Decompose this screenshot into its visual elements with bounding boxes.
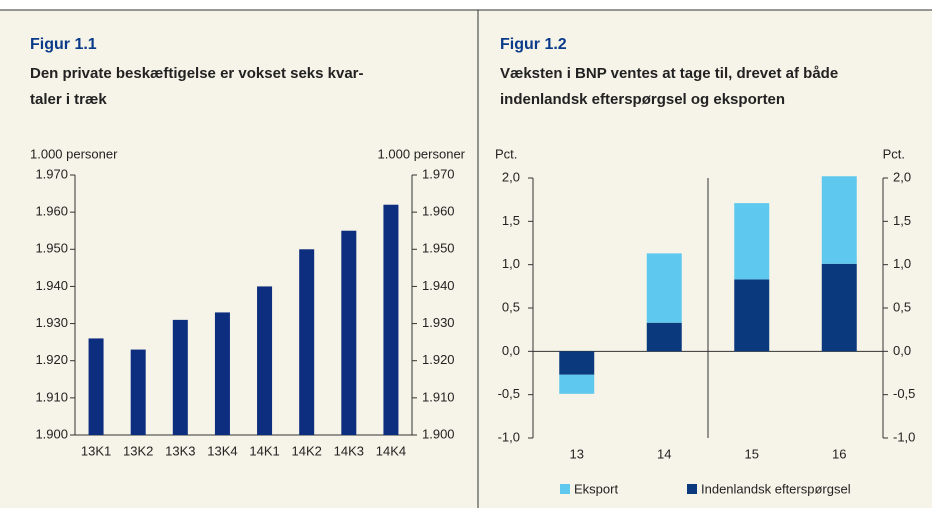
y-tick-label: 1,0: [502, 256, 520, 271]
y-tick-label: 2,0: [502, 169, 520, 184]
bar-segment: [734, 279, 770, 352]
x-tick-label: 13: [570, 446, 584, 461]
bar: [257, 286, 273, 435]
x-tick-label: 13K4: [207, 443, 237, 458]
figure-subtitle: indenlandsk efterspørgsel og eksporten: [500, 91, 785, 108]
bar-segment: [559, 374, 595, 394]
x-tick-label: 14K1: [249, 443, 279, 458]
y2-tick-label: 1,5: [893, 213, 911, 228]
y-tick-label: 1.970: [35, 166, 68, 181]
legend-label: Eksport: [574, 481, 618, 496]
y2-tick-label: 1.950: [422, 241, 455, 256]
y-tick-label: 0,0: [502, 343, 520, 358]
y2-tick-label: 1.930: [422, 315, 455, 330]
x-tick-label: 14: [657, 446, 671, 461]
x-tick-label: 14K4: [376, 443, 406, 458]
bar: [383, 204, 399, 435]
y-tick-label: 0,5: [502, 299, 520, 314]
bar-segment: [821, 176, 857, 264]
bar: [130, 349, 146, 435]
bar-segment: [559, 351, 595, 375]
y-tick-label: 1.930: [35, 315, 68, 330]
y-tick-label: -0,5: [498, 386, 520, 401]
figure-title: Figur 1.1: [30, 36, 97, 53]
y-tick-label: 1.960: [35, 204, 68, 219]
y2-tick-label: -0,5: [893, 386, 915, 401]
y-tick-label: 1.950: [35, 241, 68, 256]
y2-tick-label: 1.970: [422, 166, 455, 181]
x-tick-label: 14K3: [334, 443, 364, 458]
bar-segment: [646, 253, 682, 323]
x-tick-label: 14K2: [292, 443, 322, 458]
y2-tick-label: 1.940: [422, 278, 455, 293]
y2-tick-label: 1,0: [893, 256, 911, 271]
bar: [341, 230, 357, 435]
x-tick-label: 13K2: [123, 443, 153, 458]
figure-subtitle: Væksten i BNP ventes at tage til, drevet…: [500, 65, 838, 82]
y2-tick-label: 1.920: [422, 352, 455, 367]
y2-tick-label: 2,0: [893, 169, 911, 184]
y-tick-label: 1.940: [35, 278, 68, 293]
bar: [299, 249, 315, 435]
background: [0, 10, 932, 508]
x-tick-label: 15: [745, 446, 759, 461]
bar-segment: [821, 263, 857, 352]
bar-segment: [734, 203, 770, 280]
y2-tick-label: 0,0: [893, 343, 911, 358]
y2-axis-label: 1.000 personer: [378, 146, 466, 161]
y-tick-label: 1,5: [502, 213, 520, 228]
y-tick-label: 1.920: [35, 352, 68, 367]
y-tick-label: -1,0: [498, 429, 520, 444]
y2-tick-label: 0,5: [893, 299, 911, 314]
y-axis-label: Pct.: [495, 146, 517, 161]
x-tick-label: 16: [832, 446, 846, 461]
y-axis-label: 1.000 personer: [30, 146, 118, 161]
legend-label: Indenlandsk efterspørgsel: [701, 481, 851, 496]
y2-tick-label: 1.900: [422, 426, 455, 441]
y-tick-label: 1.900: [35, 426, 68, 441]
legend-swatch: [560, 484, 570, 494]
legend-swatch: [687, 484, 697, 494]
y-tick-label: 1.910: [35, 389, 68, 404]
x-tick-label: 13K1: [81, 443, 111, 458]
figure-title: Figur 1.2: [500, 36, 567, 53]
bar-segment: [646, 322, 682, 352]
y2-axis-label: Pct.: [883, 146, 905, 161]
y2-tick-label: 1.910: [422, 389, 455, 404]
bar: [172, 319, 188, 435]
figure-subtitle: Den private beskæftigelse er vokset seks…: [30, 65, 364, 82]
figure-subtitle: taler i træk: [30, 91, 107, 108]
y2-tick-label: 1.960: [422, 204, 455, 219]
bar: [88, 338, 104, 435]
y2-tick-label: -1,0: [893, 429, 915, 444]
bar: [214, 312, 230, 435]
x-tick-label: 13K3: [165, 443, 195, 458]
